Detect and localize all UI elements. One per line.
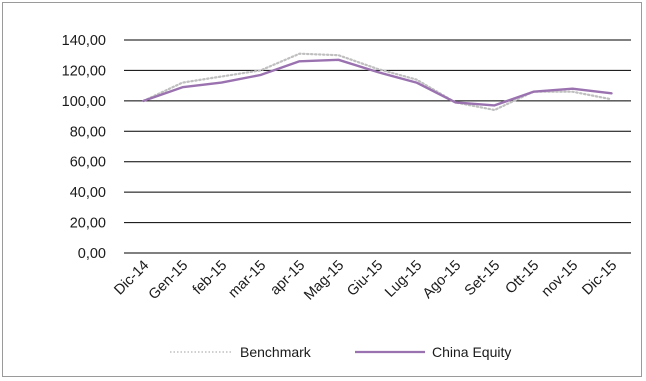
x-tick-label: Mag-15: [301, 258, 347, 304]
x-tick-label: nov-15: [539, 258, 582, 301]
y-tick-label: 40,00: [70, 185, 106, 201]
legend-label: Benchmark: [240, 344, 312, 360]
series-line-benchmark: [142, 52, 613, 112]
gridlines: [124, 39, 631, 254]
y-axis-ticks: 0,00 20,00 40,00 60,00 80,00 100,00 120,00 140,…: [62, 33, 106, 262]
x-tick-label: Giu-15: [344, 258, 386, 300]
y-tick-label: 100,00: [62, 94, 106, 110]
x-tick-label: Set-15: [462, 258, 504, 300]
chart-frame: [2, 2, 642, 377]
series-line-china-equity: [142, 58, 613, 107]
series-lines: [142, 52, 613, 112]
y-tick-label: 80,00: [70, 124, 106, 140]
y-tick-label: 120,00: [62, 63, 106, 79]
y-tick-label: 20,00: [70, 216, 106, 232]
x-tick-label: Lug-15: [382, 258, 425, 301]
x-tick-label: feb-15: [190, 258, 230, 298]
x-tick-label: Dic-15: [579, 258, 620, 299]
x-tick-label: mar-15: [226, 258, 270, 302]
y-tick-label: 0,00: [78, 246, 106, 262]
y-tick-label: 140,00: [62, 33, 106, 49]
legend-label: China Equity: [432, 344, 511, 360]
x-tick-label: Ago-15: [420, 258, 464, 302]
x-tick-label: Ott-15: [503, 258, 543, 298]
x-tick-label: Gen-15: [146, 258, 192, 304]
legend: Benchmark China Equity: [170, 344, 511, 360]
x-axis-ticks: Dic-14Gen-15feb-15mar-15apr-15Mag-15Giu-…: [111, 258, 620, 304]
y-tick-label: 60,00: [70, 155, 106, 171]
